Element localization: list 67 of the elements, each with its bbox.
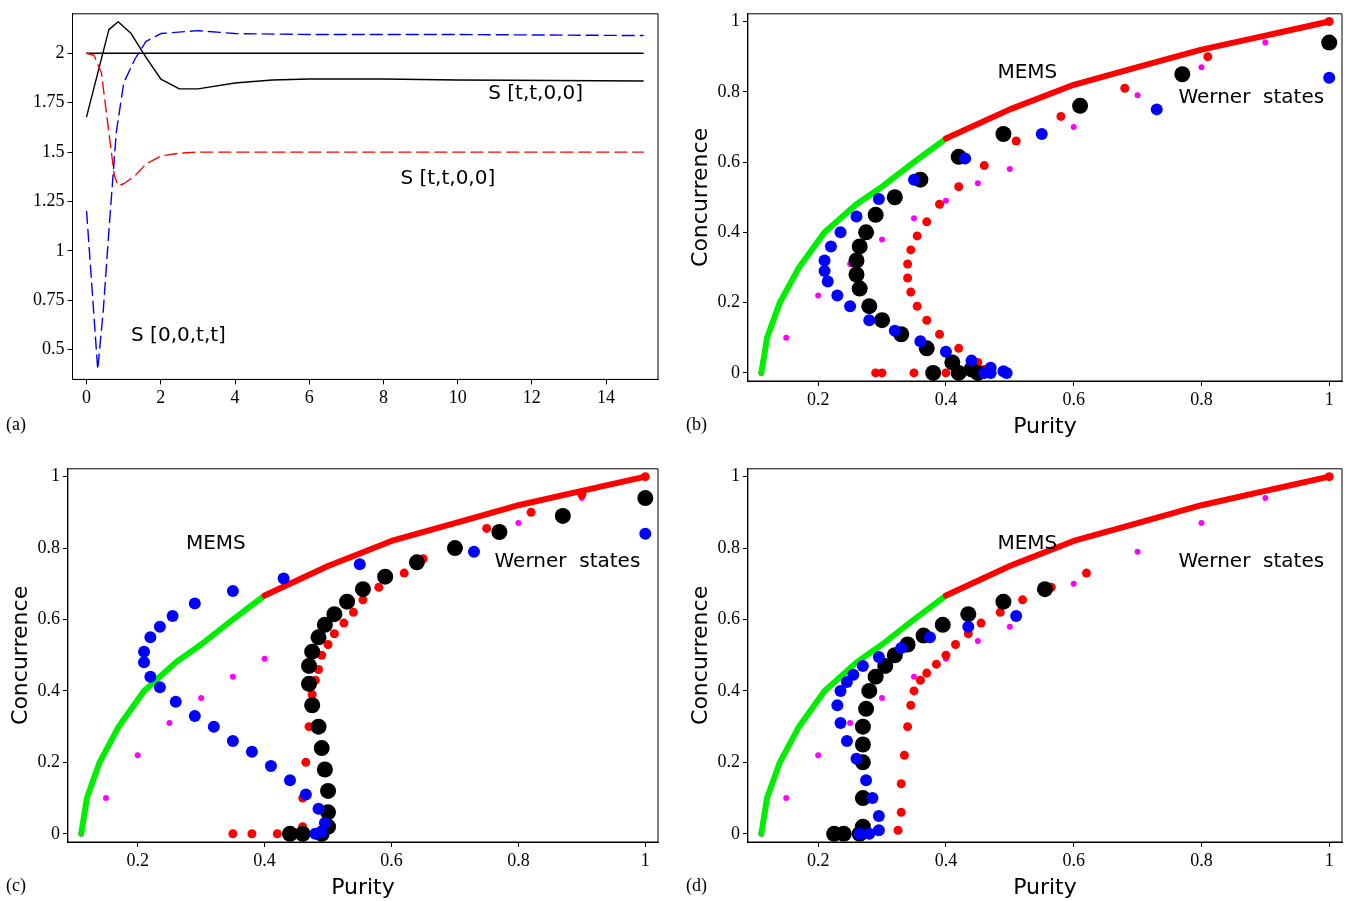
x-tick-label: 0.6 (1062, 388, 1085, 409)
y-tick-label: 0.2 (37, 751, 60, 772)
y-axis-title: Concurrence (6, 585, 32, 725)
text: (b) (686, 413, 707, 435)
y-tick-label: 0.6 (717, 608, 740, 629)
x-axis-title: Purity (1013, 412, 1077, 438)
x-tick-label: 14 (597, 386, 616, 407)
annotation: MEMS (185, 529, 246, 554)
y-tick-label: 0.8 (717, 536, 740, 557)
y-tick-label: 0.8 (717, 80, 740, 101)
y-tick-label: 0.2 (717, 291, 740, 312)
text: (c) (6, 874, 26, 896)
y-tick-label: 0 (50, 822, 60, 843)
y-tick-label: 2 (55, 42, 65, 63)
x-tick-label: 4 (230, 386, 240, 407)
x-tick-label: 6 (304, 386, 314, 407)
y-tick-label: 0.6 (37, 608, 60, 629)
annotation: Werner states (1178, 548, 1325, 573)
y-tick-label: 1.25 (33, 190, 65, 211)
x-tick-label: 0.4 (934, 388, 958, 409)
x-tick-label: 0.2 (806, 388, 830, 409)
x-tick-label: 0.6 (1062, 849, 1085, 870)
x-tick-label: 0.8 (1190, 849, 1213, 870)
x-tick-label: 0.8 (1190, 388, 1213, 409)
y-tick-label: 0.4 (717, 221, 740, 242)
annotation: MEMS (997, 58, 1058, 83)
y-tick-label: 1 (50, 465, 60, 486)
annotation: MEMS (997, 529, 1058, 554)
y-tick-label: 1.5 (42, 140, 65, 161)
annotation: S [t,t,0,0] (488, 80, 584, 105)
x-tick-label: 1 (640, 849, 650, 870)
y-tick-label: 0.4 (717, 679, 740, 700)
x-axis-title: Purity (331, 873, 395, 899)
x-tick-label: 2 (156, 386, 166, 407)
x-tick-label: 0 (82, 386, 92, 407)
text: (d) (686, 874, 707, 896)
y-tick-label: 0.2 (717, 751, 740, 772)
y-tick-label: 1 (730, 10, 740, 31)
y-axis-title: Concurrence (686, 127, 712, 267)
y-tick-label: 1 (55, 239, 65, 260)
y-axis-title: Concurrence (686, 585, 712, 725)
annotation: S [0,0,t,t] (131, 321, 226, 346)
y-tick-label: 0.8 (37, 536, 60, 557)
x-tick-label: 12 (522, 386, 541, 407)
y-tick-label: 0 (730, 361, 740, 382)
x-axis-title: Purity (1013, 873, 1077, 899)
y-tick-label: 0 (730, 822, 740, 843)
x-tick-label: 0.6 (380, 849, 403, 870)
x-tick-label: 0.4 (253, 849, 276, 870)
annotation: S [t,t,0,0] (400, 164, 496, 189)
x-tick-label: 0.2 (806, 849, 830, 870)
y-tick-label: 0.6 (717, 150, 740, 171)
x-tick-label: 0.2 (126, 849, 149, 870)
y-tick-label: 1 (730, 465, 740, 486)
x-tick-label: 0.8 (507, 849, 530, 870)
y-tick-label: 0.4 (37, 679, 60, 700)
x-tick-label: 0.4 (934, 849, 958, 870)
x-tick-label: 1 (1324, 849, 1334, 870)
y-tick-label: 0.75 (33, 289, 65, 310)
y-tick-label: 1.75 (33, 91, 65, 112)
x-tick-label: 8 (378, 386, 388, 407)
annotation: Werner states (1178, 84, 1325, 109)
x-tick-label: 10 (448, 386, 467, 407)
text: (a) (6, 413, 26, 435)
y-tick-label: 0.5 (42, 338, 65, 359)
annotation: Werner states (494, 548, 641, 573)
x-tick-label: 1 (1324, 388, 1334, 409)
